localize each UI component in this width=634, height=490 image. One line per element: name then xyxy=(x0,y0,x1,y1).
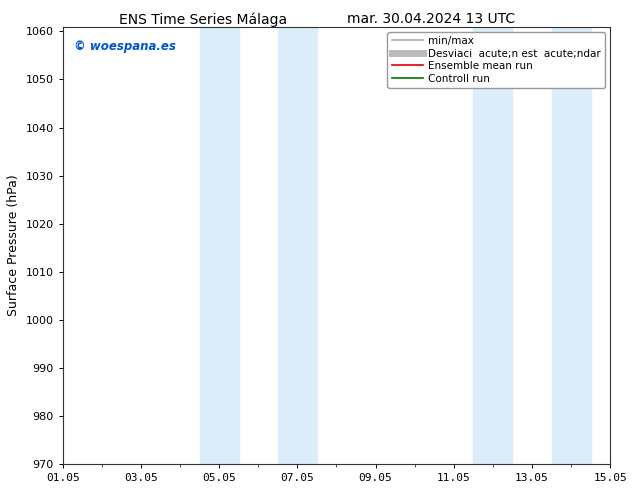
Bar xyxy=(200,26,238,464)
Bar xyxy=(278,26,317,464)
Text: © woespana.es: © woespana.es xyxy=(74,40,176,52)
Bar xyxy=(474,26,512,464)
Text: mar. 30.04.2024 13 UTC: mar. 30.04.2024 13 UTC xyxy=(347,12,515,26)
Bar xyxy=(552,26,591,464)
Legend: min/max, Desviaci  acute;n est  acute;ndar, Ensemble mean run, Controll run: min/max, Desviaci acute;n est acute;ndar… xyxy=(387,32,605,88)
Y-axis label: Surface Pressure (hPa): Surface Pressure (hPa) xyxy=(7,174,20,316)
Text: ENS Time Series Málaga: ENS Time Series Málaga xyxy=(119,12,287,27)
